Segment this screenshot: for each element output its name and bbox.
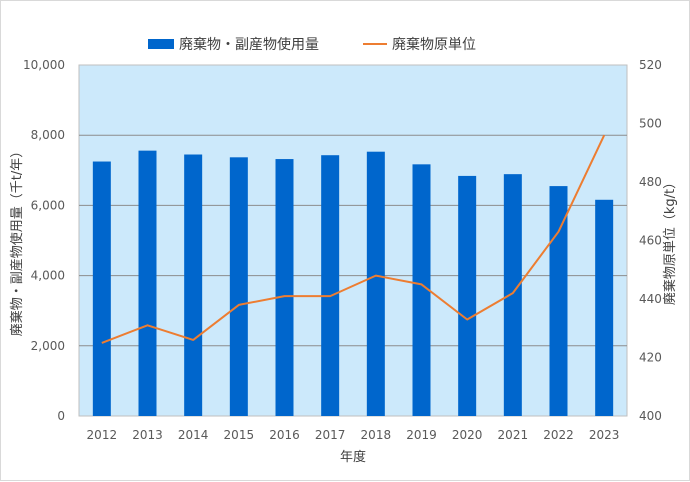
y-left-tick-label: 2,000 bbox=[31, 339, 65, 353]
x-tick-label: 2022 bbox=[543, 428, 574, 442]
y-left-tick-label: 4,000 bbox=[31, 269, 65, 283]
y-left-tick-label: 8,000 bbox=[31, 128, 65, 142]
x-axis-title: 年度 bbox=[340, 449, 366, 465]
x-tick-label: 2015 bbox=[224, 428, 255, 442]
y-right-tick-label: 460 bbox=[639, 234, 662, 248]
bar bbox=[275, 159, 294, 416]
x-tick-label: 2014 bbox=[178, 428, 209, 442]
bar bbox=[184, 154, 203, 416]
x-tick-label: 2020 bbox=[452, 428, 483, 442]
y-right-tick-label: 500 bbox=[639, 117, 662, 131]
bar bbox=[503, 174, 522, 416]
x-tick-label: 2012 bbox=[87, 428, 118, 442]
y-right-tick-label: 400 bbox=[639, 409, 662, 423]
y-right-tick-label: 420 bbox=[639, 351, 662, 365]
gridlines bbox=[79, 134, 627, 347]
x-tick-label: 2013 bbox=[132, 428, 163, 442]
legend: 廃棄物・副産物使用量 廃棄物原単位 bbox=[148, 36, 476, 53]
bar bbox=[366, 151, 385, 416]
x-tick-label: 2019 bbox=[406, 428, 437, 442]
y-left-tick-label: 10,000 bbox=[23, 58, 65, 72]
bar-series bbox=[92, 150, 614, 417]
x-tick-label: 2018 bbox=[361, 428, 392, 442]
bar bbox=[92, 161, 111, 416]
bar bbox=[595, 199, 614, 416]
y-axis-left: 0 2,000 4,000 6,000 8,000 10,000 bbox=[23, 58, 65, 423]
line-series bbox=[101, 134, 606, 344]
bar bbox=[321, 155, 340, 416]
y-left-tick-label: 6,000 bbox=[31, 198, 65, 212]
plot-area bbox=[78, 64, 628, 417]
bar bbox=[138, 150, 157, 417]
x-tick-label: 2023 bbox=[589, 428, 620, 442]
x-tick-label: 2017 bbox=[315, 428, 346, 442]
bar bbox=[412, 164, 431, 416]
y-right-tick-label: 480 bbox=[639, 175, 662, 189]
bar bbox=[549, 186, 568, 416]
x-axis: 2012 2013 2014 2015 2016 2017 2018 2019 2020 2021… bbox=[87, 428, 620, 442]
y-axis-right-title: 廃棄物原単位（kg/t） bbox=[662, 176, 678, 305]
legend-label-line: 廃棄物原単位 bbox=[392, 36, 476, 53]
legend-swatch-bar bbox=[148, 39, 174, 49]
y-right-tick-label: 440 bbox=[639, 292, 662, 306]
bar bbox=[229, 157, 248, 417]
x-tick-label: 2016 bbox=[269, 428, 300, 442]
line-path bbox=[101, 134, 606, 344]
y-axis-left-title: 廃棄物・副産物使用量（千t/年） bbox=[9, 145, 25, 336]
y-axis-right: 400 420 440 460 480 500 520 bbox=[639, 58, 662, 423]
y-right-tick-label: 520 bbox=[639, 58, 662, 72]
legend-label-bar: 廃棄物・副産物使用量 bbox=[179, 36, 319, 53]
bar bbox=[458, 175, 477, 416]
y-left-tick-label: 0 bbox=[57, 409, 65, 423]
x-tick-label: 2021 bbox=[498, 428, 529, 442]
